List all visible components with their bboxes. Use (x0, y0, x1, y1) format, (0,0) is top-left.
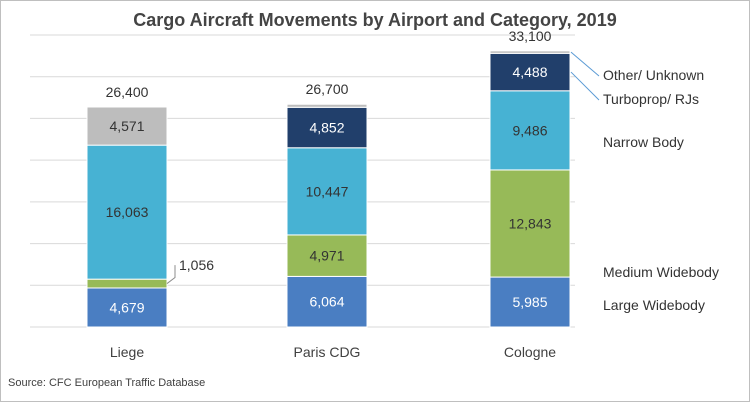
bar-segment (489, 90, 571, 171)
bar-segment (286, 275, 368, 328)
segment-value-label: 1,056 (179, 257, 214, 273)
segment-value-label: 4,971 (309, 248, 344, 264)
segment-value-label: 9,486 (512, 122, 547, 138)
bar-segment (86, 278, 168, 289)
chart-title: Cargo Aircraft Movements by Airport and … (133, 10, 617, 30)
legend-label: Large Widebody (603, 297, 705, 313)
segment-value-label: 6,064 (309, 294, 344, 310)
callout-line (166, 265, 176, 284)
segment-value-label: 12,843 (509, 215, 552, 231)
category-label: Cologne (504, 344, 556, 360)
bar-segment (286, 147, 368, 236)
total-label: 26,700 (306, 81, 349, 97)
bar-segment (489, 169, 571, 278)
legend-leader-line (570, 51, 600, 77)
segment-value-label: 5,985 (512, 294, 547, 310)
category-label: Paris CDG (294, 344, 361, 360)
category-label: Liege (110, 344, 144, 360)
source-note: Source: CFC European Traffic Database (8, 377, 206, 389)
bar-segment (86, 144, 168, 280)
segment-value-label: 16,063 (106, 204, 149, 220)
legend-label: Other/ Unknown (603, 67, 704, 83)
bar-segment (286, 103, 368, 108)
segment-value-label: 4,571 (109, 118, 144, 134)
legend-leader-line (570, 71, 600, 101)
bar-segment (489, 52, 571, 92)
total-label: 33,100 (509, 28, 552, 44)
bar-segment (489, 276, 571, 328)
bar-segment (86, 287, 168, 328)
segment-value-label: 10,447 (306, 183, 349, 199)
bar-segment (489, 50, 571, 54)
legend-label: Medium Widebody (603, 264, 719, 280)
segment-value-label: 4,852 (309, 120, 344, 136)
segment-value-label: 4,679 (109, 299, 144, 315)
legend-label: Turboprop/ RJs (603, 91, 699, 107)
bar-segment (286, 106, 368, 149)
segment-value-label: 4,488 (512, 64, 547, 80)
bar-segment (86, 106, 168, 146)
total-label: 26,400 (106, 84, 149, 100)
legend-label: Narrow Body (603, 134, 684, 150)
bar-segment (286, 234, 368, 277)
